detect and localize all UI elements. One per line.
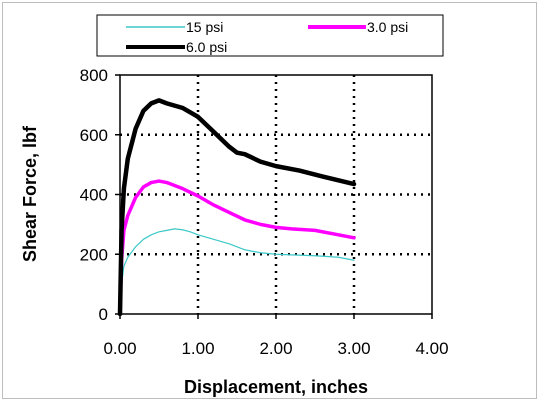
- legend-label-3psi: 3.0 psi: [367, 19, 408, 35]
- series-line-6psi: [117, 98, 357, 317]
- series-layer: [117, 98, 357, 317]
- plot-area: [115, 74, 433, 319]
- x-tick-label: 3.00: [337, 339, 370, 358]
- y-axis-title: Shear Force, lbf: [20, 125, 40, 262]
- x-tick-label: 1.00: [181, 339, 214, 358]
- gridlines: [120, 75, 432, 314]
- legend-label-6psi: 6.0 psi: [186, 39, 227, 55]
- y-tick-label: 600: [80, 126, 108, 145]
- y-tick-label: 0: [99, 305, 108, 324]
- y-tick-label: 400: [80, 186, 108, 205]
- x-tick-label: 2.00: [259, 339, 292, 358]
- tick-marks: [115, 74, 433, 319]
- series-line-15psi: [119, 228, 355, 315]
- y-tick-label: 800: [80, 66, 108, 85]
- y-tick-labels: 0 200 400 600 800: [80, 66, 108, 324]
- legend-label-15psi: 15 psi: [186, 19, 223, 35]
- x-tick-labels: 0.00 1.00 2.00 3.00 4.00: [103, 339, 448, 358]
- chart-frame: [2, 2, 537, 399]
- legend-box: [96, 14, 444, 57]
- x-axis-title: Displacement, inches: [184, 377, 368, 397]
- x-tick-label: 4.00: [415, 339, 448, 358]
- series-line-3psi: [118, 179, 356, 316]
- legend: 15 psi 3.0 psi 6.0 psi: [96, 14, 444, 57]
- y-tick-label: 200: [80, 245, 108, 264]
- x-tick-label: 0.00: [103, 339, 136, 358]
